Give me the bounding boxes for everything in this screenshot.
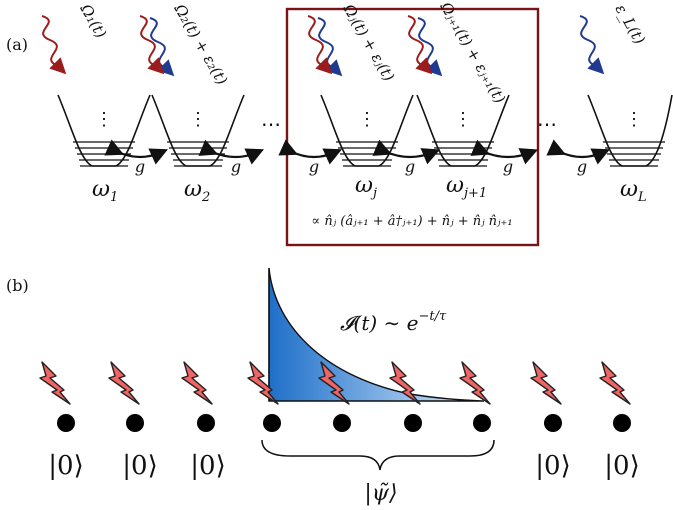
site-dot-6 <box>404 414 422 432</box>
svg-text:g: g <box>231 157 241 176</box>
svg-text:⋮: ⋮ <box>358 109 376 130</box>
drive-wave-j-red <box>307 15 333 75</box>
panel-a-label: (a) <box>6 35 28 54</box>
svg-text:⋮: ⋮ <box>625 109 643 130</box>
drive-wave-j1-red <box>407 15 433 75</box>
ket-zero-3: |0⟩ <box>190 451 225 481</box>
bolt-icon-7 <box>459 361 491 405</box>
site-dot-7 <box>473 414 491 432</box>
ket-zero-9: |0⟩ <box>604 451 639 481</box>
site-dot-5 <box>333 414 351 432</box>
well-L: ⋮ <box>587 94 673 167</box>
svg-text:g: g <box>577 157 587 176</box>
well-1-dots: ⋮ <box>95 109 113 130</box>
freq-label-1: ω1 <box>92 177 118 205</box>
site-dot-2 <box>126 414 144 432</box>
ket-psi-label: |ψ̃⟩ <box>364 481 397 506</box>
intensity-label: 𝓘(t) ∼ e−t/τ <box>340 309 447 335</box>
bolt-icon-9 <box>599 361 631 405</box>
site-dot-1 <box>57 414 75 432</box>
drive-label-2: Ω₂(t) + ε₂(t) <box>170 0 231 88</box>
freq-label-j-plus-1: ωj+1 <box>446 173 487 201</box>
coupling-arrow-1-2: g <box>104 139 169 176</box>
drive-wave-L-blue <box>579 15 605 75</box>
well-2: ⋮ <box>151 94 245 167</box>
bolt-icon-3 <box>181 361 213 405</box>
coupling-arrow-ellipsis-L: g <box>546 139 611 176</box>
coupling-arrow-2-ellipsis: g <box>198 139 265 176</box>
coupling-arrow-j-j1: g <box>372 139 441 176</box>
coupling-arrow-ellipsis-j: g <box>278 139 343 176</box>
ket-zero-2: |0⟩ <box>122 451 157 481</box>
site-dot-3 <box>197 414 215 432</box>
freq-label-L: ωL <box>620 177 647 205</box>
brace <box>261 439 495 471</box>
well-1: ⋮ <box>57 94 151 167</box>
bolt-icon-8 <box>530 361 562 405</box>
site-dot-8 <box>544 414 562 432</box>
freq-label-j: ωj <box>355 173 377 201</box>
coupling-arrow-j1-ellipsis: g <box>470 139 539 176</box>
svg-text:g: g <box>309 157 319 176</box>
ellipsis-right: ⋯ <box>537 112 557 136</box>
site-dot-9 <box>613 414 631 432</box>
drive-label-j: Ωⱼ(t) + εⱼ(t) <box>339 0 398 84</box>
interaction-formula: ∝ n̂ⱼ (âⱼ₊₁ + â†ⱼ₊₁) + n̂ⱼ + n̂ⱼ n̂ⱼ₊₁ <box>311 214 512 229</box>
drive-wave-1-red <box>41 15 67 75</box>
ket-zero-8: |0⟩ <box>535 451 570 481</box>
ellipsis-left: ⋯ <box>261 112 281 136</box>
bolt-icon-2 <box>108 361 140 405</box>
drive-wave-2-red <box>139 15 165 75</box>
drive-label-1: Ω₁(t) <box>76 0 110 41</box>
svg-text:g: g <box>503 157 513 176</box>
highlight-box <box>285 7 540 247</box>
panel-b-label: (b) <box>6 276 29 295</box>
svg-text:g: g <box>405 157 415 176</box>
bolt-icon-1 <box>39 361 71 405</box>
svg-text:⋮: ⋮ <box>454 109 472 130</box>
site-dot-4 <box>263 414 281 432</box>
drive-label-j-plus-1: Ωⱼ₊₁(t) + εⱼ₊₁(t) <box>436 0 509 107</box>
freq-label-2: ω2 <box>184 177 210 205</box>
drive-label-L: ε_L(t) <box>612 1 649 48</box>
svg-text:⋮: ⋮ <box>189 109 207 130</box>
svg-text:g: g <box>135 157 145 176</box>
ket-zero-1: |0⟩ <box>48 451 83 481</box>
well-j-plus-1: ⋮ <box>416 94 510 167</box>
